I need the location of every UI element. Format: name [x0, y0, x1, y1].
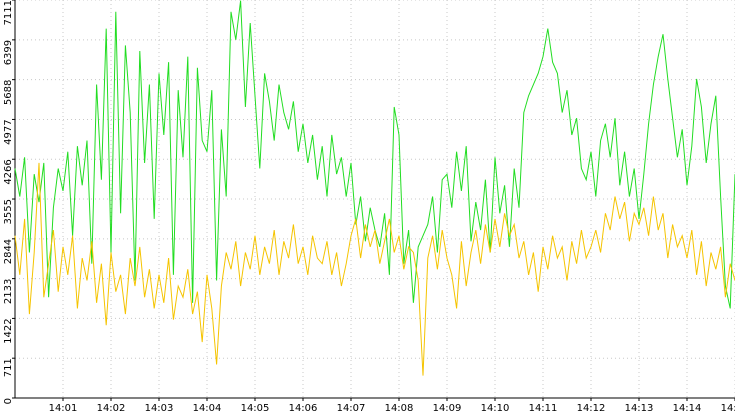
x-tick-label: 14:04	[193, 403, 222, 414]
x-tick-label: 14:07	[337, 403, 366, 414]
y-tick-label: 4266	[3, 159, 14, 184]
x-tick-label: 14:13	[625, 403, 654, 414]
x-tick-label: 14:06	[289, 403, 318, 414]
y-tick-label: 5688	[3, 80, 14, 105]
x-tick-label: 14:09	[433, 403, 462, 414]
y-tick-label: 4977	[3, 119, 14, 144]
y-tick-label: 2133	[3, 279, 14, 304]
x-tick-label: 14:03	[145, 403, 174, 414]
x-tick-label: 14:05	[241, 403, 270, 414]
y-tick-label: 1422	[3, 318, 14, 343]
x-tick-label: 14:11	[529, 403, 558, 414]
x-tick-label: 14:02	[97, 403, 126, 414]
y-tick-label: 0	[3, 398, 14, 404]
x-tick-label: 14:08	[385, 403, 414, 414]
x-tick-label: 14:01	[49, 403, 78, 414]
y-tick-label: 2844	[3, 239, 14, 264]
y-tick-label: 711	[3, 358, 14, 377]
y-tick-label: 7111	[3, 0, 14, 25]
y-tick-label: 3555	[3, 199, 14, 224]
x-tick-label: 14:12	[577, 403, 606, 414]
x-tick-label: 14:10	[481, 403, 510, 414]
x-tick-label: 14:15	[721, 403, 735, 414]
x-tick-label: 14:14	[673, 403, 702, 414]
y-tick-label: 6399	[3, 40, 14, 65]
series-line	[14, 162, 735, 376]
